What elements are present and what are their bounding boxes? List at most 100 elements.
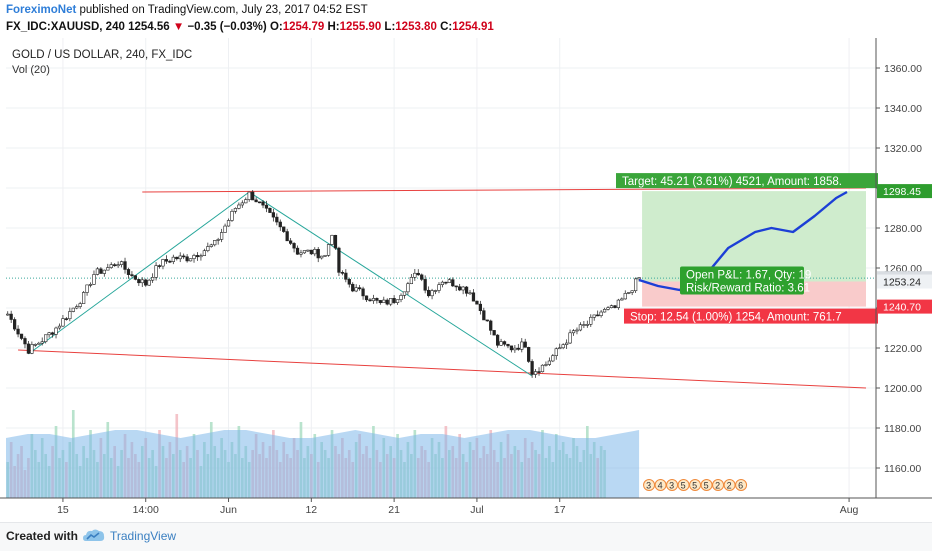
trendline-swing-1 [28,191,250,355]
candle-body [637,277,641,280]
published-text: published on TradingView.com, July 23, 2… [79,4,368,16]
tradingview-link[interactable]: TradingView [110,529,177,543]
candle-body [161,259,165,267]
candle-body [516,347,520,350]
target-label-bg [616,173,878,189]
candle-body [244,199,248,204]
candle-body [623,293,627,300]
candle-body [492,330,496,336]
candle-body [426,289,431,297]
event-marker-label: 5 [692,481,697,491]
candle-body [592,314,596,318]
price-chart-svg[interactable]: Target: 45.21 (3.61%) 4521, Amount: 1858… [0,38,932,522]
candle-body [168,260,172,263]
candle-body [95,268,100,275]
candle-body [320,255,324,259]
candle-body [13,319,17,330]
candle-body [530,361,534,375]
y-tick-label: 1220.00 [884,343,922,355]
candle-body [47,332,51,336]
candle-body [523,341,527,348]
candle-body [458,286,462,291]
candle-body [285,231,289,242]
candle-body [475,300,479,305]
x-tick-label: Aug [840,504,859,516]
created-with-label: Created with [6,529,79,543]
candle-body [164,259,169,262]
candle-body [37,342,41,345]
candle-body [144,279,148,286]
candle-body [620,298,624,301]
candle-body [278,221,282,228]
candle-body [133,275,138,280]
candle-body [602,309,607,313]
candle-body [589,316,593,325]
volume-ma-area [6,430,640,498]
candle-body [461,286,465,291]
candle-body [478,303,482,311]
candle-body [385,299,389,305]
high-label: H: [327,21,340,33]
candle-body [6,313,10,316]
candle-body [402,291,407,296]
y-tick-label: 1320.00 [884,143,922,155]
candle-body [123,261,127,270]
candle-body [564,342,569,345]
trendline-swing-2 [248,191,533,377]
candle-body [489,320,493,331]
candle-body [347,279,351,285]
axes: 1160.001180.001200.001220.001240.001260.… [0,38,932,516]
candle-body [16,328,20,335]
volume-legend: Vol (20) [12,64,50,76]
candle-body [309,249,313,255]
pnl-box [680,266,804,295]
candle-body [230,210,234,221]
profit-zone [642,191,866,282]
candle-body [92,274,96,285]
candle-body [64,318,69,320]
last-price: 1254.56 [128,21,170,33]
trendline-channel-top [142,187,867,193]
candle-body [147,279,151,286]
open-value: 1254.79 [282,21,325,33]
candle-body [85,284,89,293]
candle-body [323,255,327,257]
candle-body [26,343,31,354]
chart-area[interactable]: Target: 45.21 (3.61%) 4521, Amount: 1858… [0,38,932,522]
candle-body [61,318,65,327]
candle-body [413,272,417,278]
candle-body [364,295,369,301]
candle-body [447,279,451,283]
candle-body [571,330,576,334]
candle-body [182,255,186,258]
candle-body [299,252,303,255]
y-tick-label: 1180.00 [884,423,921,435]
event-marker-label: 4 [658,481,663,491]
symbol-line: FX_IDC:XAUUSD, 240 1254.56 ▼ −0.35 (−0.0… [6,21,494,33]
candle-body [506,343,510,347]
candle-body [633,278,638,292]
candle-body [275,216,279,223]
candle-body [216,239,220,241]
candle-body [57,325,62,329]
candle-body [261,201,265,206]
candle-body [395,299,400,303]
candle-body [116,264,120,267]
price-tag: 1253.24 [883,277,921,289]
candle-body [464,286,469,294]
candle-body [130,274,134,276]
publisher-name[interactable]: ForeximoNet [6,4,77,16]
candle-body [40,341,44,344]
candle-body [78,303,82,307]
candle-body [406,283,410,293]
candle-body [495,334,500,346]
high-value: 1255.90 [339,21,382,33]
candle-body [233,208,238,212]
candle-body [361,288,365,297]
candle-body [271,212,275,218]
candle-body [430,290,434,297]
candle-body [109,264,113,268]
candle-body [202,250,207,256]
candle-body [23,338,27,345]
target-label: Target: 45.21 (3.61%) 4521, Amount: 1858… [622,176,842,188]
